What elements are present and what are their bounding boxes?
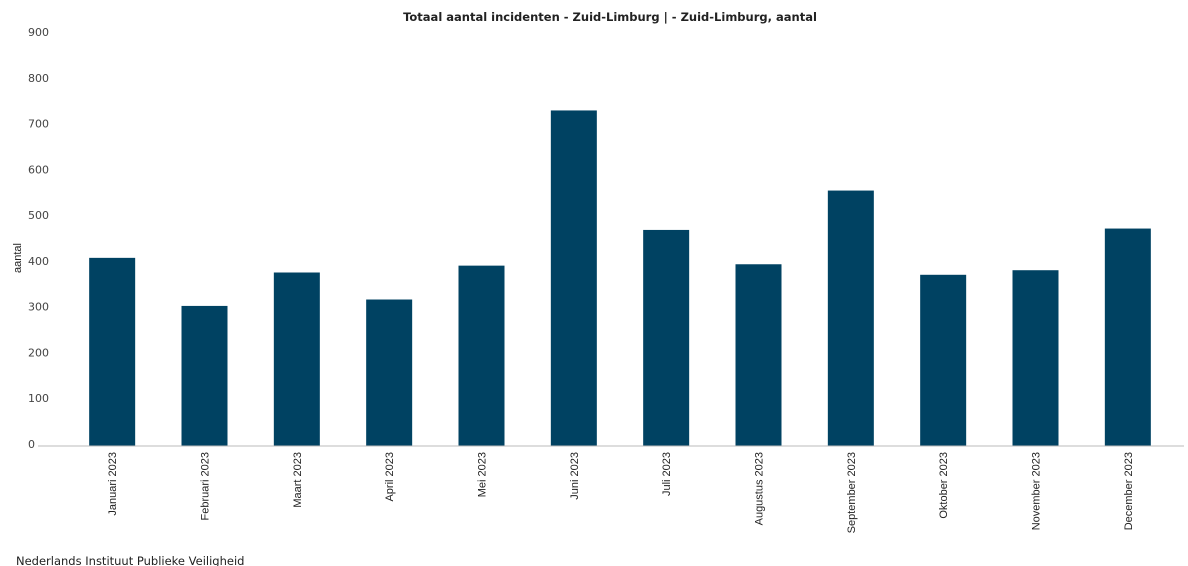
y-tick-label: 700 xyxy=(28,118,49,131)
x-tick-label: Juni 2023 xyxy=(569,452,581,500)
y-tick-label: 500 xyxy=(28,209,49,222)
x-tick-label: Juli 2023 xyxy=(661,452,673,496)
bars xyxy=(89,110,1151,447)
x-tick-label: November 2023 xyxy=(1031,452,1043,530)
x-tick-label: April 2023 xyxy=(384,452,396,502)
x-axis-ticks: Januari 2023 Februari 2023 Maart 2023 April… xyxy=(107,452,1135,533)
bar xyxy=(550,110,597,447)
bar xyxy=(366,299,413,446)
bar xyxy=(1012,270,1059,446)
y-tick-label: 100 xyxy=(28,392,49,405)
y-tick-label: 0 xyxy=(28,438,35,451)
bar xyxy=(827,190,874,446)
bar xyxy=(735,264,782,446)
bar xyxy=(89,257,136,446)
x-tick-label: Maart 2023 xyxy=(292,452,304,508)
bar xyxy=(643,229,690,446)
y-tick-label: 800 xyxy=(28,72,49,85)
bar xyxy=(273,272,320,446)
x-tick-label: Mei 2023 xyxy=(477,452,489,497)
y-tick-label: 400 xyxy=(28,255,49,268)
chart-title: Totaal aantal incidenten - Zuid-Limburg … xyxy=(403,10,817,24)
source-credit: Nederlands Instituut Publieke Veiligheid xyxy=(16,554,245,566)
bar-chart: 0 100 200 300 400 500 600 700 800 900 aantal Janu… xyxy=(12,26,1184,533)
y-axis-title: aantal xyxy=(12,243,24,273)
bar xyxy=(458,265,505,446)
bar xyxy=(1104,228,1151,446)
bar xyxy=(920,274,967,446)
y-tick-label: 600 xyxy=(28,163,49,176)
y-tick-label: 900 xyxy=(28,26,49,39)
x-tick-label: Januari 2023 xyxy=(107,452,119,516)
y-tick-label: 300 xyxy=(28,301,49,314)
x-tick-label: Februari 2023 xyxy=(200,452,212,521)
x-tick-label: September 2023 xyxy=(846,452,858,533)
x-tick-label: Augustus 2023 xyxy=(754,452,766,525)
y-tick-label: 200 xyxy=(28,346,49,359)
x-tick-label: Oktober 2023 xyxy=(938,452,950,519)
x-tick-label: December 2023 xyxy=(1123,452,1135,530)
y-axis-ticks: 0 100 200 300 400 500 600 700 800 900 xyxy=(28,26,49,451)
bar xyxy=(181,305,228,446)
